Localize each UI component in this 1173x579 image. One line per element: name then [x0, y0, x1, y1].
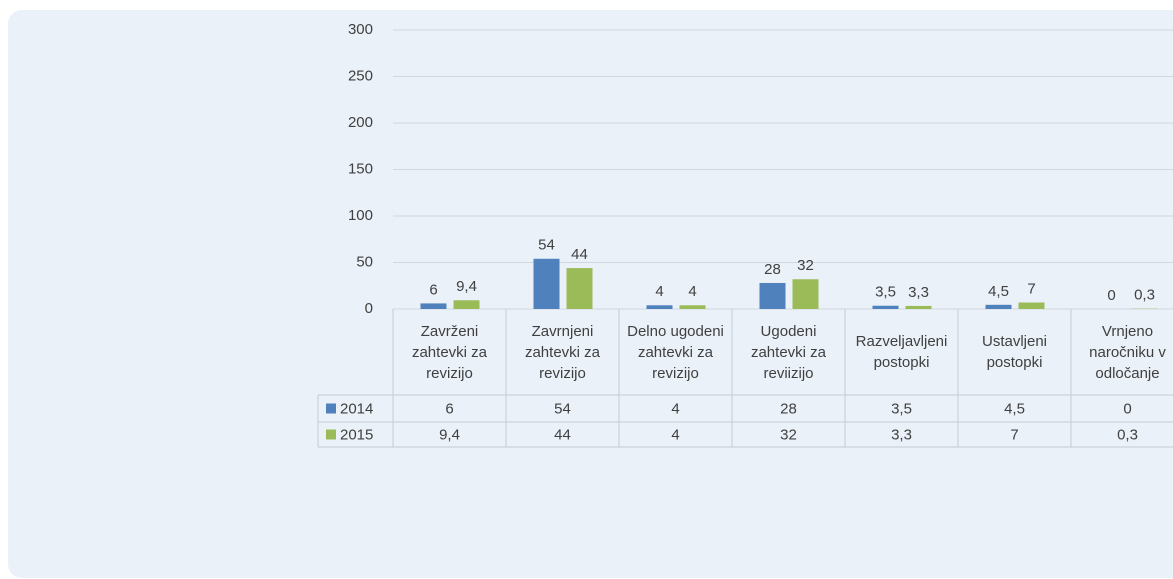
- bar: [985, 304, 1012, 309]
- table-cell: 6: [445, 400, 453, 417]
- data-label: 4,5: [988, 283, 1009, 300]
- data-label: 9,4: [456, 278, 477, 295]
- bar: [792, 279, 819, 309]
- table-cell: 4,5: [1004, 400, 1025, 417]
- y-tick-label: 300: [348, 21, 373, 38]
- data-label: 44: [571, 246, 588, 263]
- data-label: 0,3: [1134, 287, 1155, 304]
- table-cell: 3,3: [891, 426, 912, 443]
- data-label: 4: [655, 283, 663, 300]
- table-cell: 4: [671, 426, 679, 443]
- table-cell: 7: [1010, 426, 1018, 443]
- legend-label: 2014: [340, 400, 373, 417]
- bar: [679, 305, 706, 309]
- data-label: 7: [1027, 280, 1035, 297]
- bar: [1018, 302, 1045, 309]
- y-tick-label: 0: [365, 300, 373, 317]
- bar: [533, 258, 560, 309]
- table-cell: 9,4: [439, 426, 460, 443]
- data-label: 3,3: [908, 284, 929, 301]
- x-tick-label: Zavrnjeni zahtevki za revizijo: [524, 322, 601, 382]
- table-cell: 44: [554, 426, 571, 443]
- bar: [872, 305, 899, 309]
- bar: [905, 305, 932, 309]
- table-cell: 4: [671, 400, 679, 417]
- x-tick-label: Razveljavljeni postopki: [855, 333, 948, 371]
- data-label: 6: [429, 281, 437, 298]
- table-cell: 32: [780, 426, 797, 443]
- bar: [453, 300, 480, 309]
- data-label: 54: [538, 237, 555, 254]
- table-cell: 3,5: [891, 400, 912, 417]
- bar: [759, 282, 786, 309]
- table-cell: 0,3: [1117, 426, 1138, 443]
- data-label: 0: [1107, 287, 1115, 304]
- y-tick-label: 150: [348, 160, 373, 177]
- data-label: 3,5: [875, 284, 896, 301]
- x-tick-label: Delno ugodeni zahtevki za revizijo: [627, 322, 724, 382]
- legend-key: [326, 403, 336, 414]
- table-cell: 0: [1123, 400, 1131, 417]
- legend-key: [326, 429, 336, 440]
- x-tick-label: Vrnjeno naročniku v odločanje: [1089, 322, 1166, 382]
- legend-label: 2015: [340, 426, 373, 443]
- y-tick-label: 200: [348, 114, 373, 131]
- y-tick-label: 250: [348, 67, 373, 84]
- x-tick-label: Ugodeni zahtevki za reviizijo: [750, 322, 827, 382]
- bar: [420, 303, 447, 309]
- table-cell: 54: [554, 400, 571, 417]
- bar: [566, 268, 593, 309]
- data-label: 28: [764, 261, 781, 278]
- data-label: 4: [688, 283, 696, 300]
- y-tick-label: 50: [356, 253, 373, 270]
- y-tick-label: 100: [348, 207, 373, 224]
- x-tick-label: Zavrženi zahtevki za revizijo: [411, 322, 488, 382]
- table-cell: 28: [780, 400, 797, 417]
- x-tick-label: Ustavljeni postopki: [981, 333, 1048, 371]
- data-label: 32: [797, 257, 814, 274]
- bar: [646, 305, 673, 309]
